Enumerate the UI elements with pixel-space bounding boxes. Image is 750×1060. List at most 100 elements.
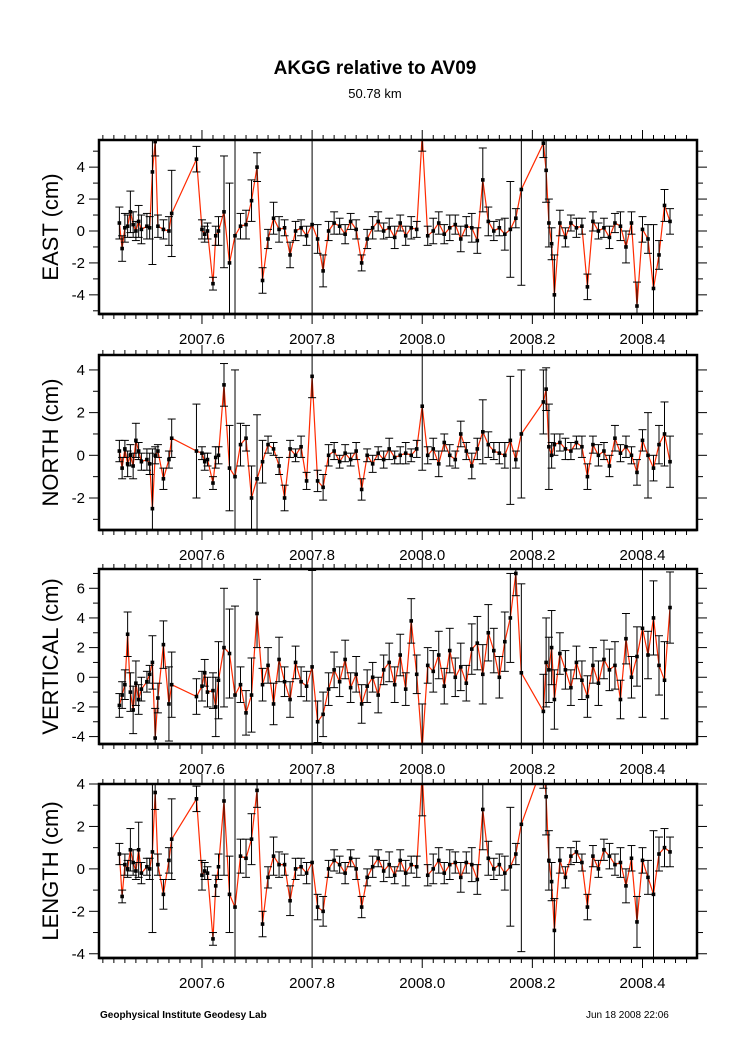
data-point: [436, 858, 441, 863]
x-tick-label: 2008.0: [399, 761, 445, 778]
data-point: [580, 860, 584, 865]
data-point: [549, 645, 554, 650]
data-point: [139, 227, 144, 232]
data-point: [464, 860, 469, 865]
data-point: [376, 856, 380, 861]
data-point: [321, 269, 325, 273]
data-point: [354, 227, 358, 232]
data-point: [607, 668, 612, 672]
data-point: [574, 440, 579, 445]
data-point: [624, 636, 628, 641]
data-point: [205, 457, 210, 462]
data-point: [337, 679, 342, 684]
data-point: [156, 862, 160, 867]
data-point: [403, 451, 408, 455]
data-point: [458, 237, 463, 241]
data-point: [310, 665, 314, 669]
data-point: [310, 222, 314, 227]
data-point: [458, 665, 463, 669]
data-point: [310, 374, 314, 379]
data-point: [216, 229, 221, 233]
data-point: [629, 856, 634, 861]
data-point: [134, 681, 138, 685]
data-point: [332, 449, 336, 453]
data-point: [629, 453, 634, 458]
data-point: [194, 157, 199, 161]
data-point: [569, 449, 573, 453]
data-point: [365, 684, 369, 688]
data-point: [607, 235, 612, 240]
data-point: [293, 867, 298, 871]
data-point: [387, 447, 391, 451]
data-point: [563, 668, 568, 672]
data-point: [161, 642, 166, 647]
data-point: [131, 222, 135, 227]
data-point: [304, 233, 309, 238]
data-point: [585, 694, 590, 699]
data-point: [139, 459, 144, 464]
data-point: [486, 442, 491, 447]
data-point: [150, 170, 155, 174]
data-point: [216, 864, 221, 869]
data-point: [475, 238, 480, 243]
x-tick-label: 2007.6: [179, 547, 225, 564]
data-point: [354, 449, 358, 453]
data-point: [156, 696, 160, 700]
data-point: [277, 464, 281, 468]
data-point: [370, 675, 375, 680]
data-point: [596, 453, 601, 458]
data-point: [205, 229, 210, 233]
data-point: [547, 444, 551, 449]
data-point: [150, 660, 155, 665]
data-point: [153, 736, 157, 740]
data-point: [414, 672, 419, 677]
data-point: [293, 453, 298, 458]
data-point: [249, 496, 254, 500]
data-point: [136, 847, 141, 852]
data-point: [277, 227, 281, 232]
data-point: [337, 224, 342, 229]
data-point: [442, 871, 447, 875]
y-tick-label: 0: [77, 861, 85, 878]
y-tick-label: 4: [77, 610, 85, 627]
data-point: [392, 455, 397, 460]
x-tick-label: 2007.8: [289, 975, 335, 992]
footer-credit: Geophysical Institute Geodesy Lab: [100, 1010, 267, 1021]
data-point: [618, 451, 623, 455]
y-tick-label: 4: [77, 159, 85, 176]
data-point: [475, 447, 480, 451]
data-point: [194, 449, 199, 453]
data-point: [337, 459, 342, 464]
data-point: [480, 430, 485, 434]
data-point: [492, 648, 496, 653]
data-point: [613, 862, 617, 867]
data-point: [662, 678, 667, 683]
data-point: [299, 679, 303, 684]
data-point: [125, 867, 130, 871]
data-point: [447, 453, 452, 458]
data-point: [134, 438, 138, 443]
data-point: [282, 679, 287, 684]
x-tick-label: 2007.8: [289, 547, 335, 564]
data-point: [213, 705, 218, 709]
data-point: [123, 682, 127, 687]
data-point: [150, 850, 155, 854]
data-point: [365, 453, 369, 458]
data-point: [574, 225, 579, 230]
data-point: [131, 708, 135, 712]
data-point: [136, 219, 141, 224]
data-point: [147, 672, 152, 677]
x-tick-label: 2008.4: [620, 761, 666, 778]
data-point: [348, 219, 353, 224]
data-point: [497, 225, 502, 230]
data-point: [202, 232, 207, 236]
data-point: [591, 219, 595, 224]
data-point: [233, 905, 237, 909]
data-point: [552, 697, 557, 702]
y-tick-label: 2: [77, 640, 85, 657]
data-point: [442, 232, 447, 236]
data-point: [156, 224, 160, 229]
data-point: [453, 675, 458, 680]
data-point: [574, 850, 579, 854]
data-point: [403, 871, 408, 875]
